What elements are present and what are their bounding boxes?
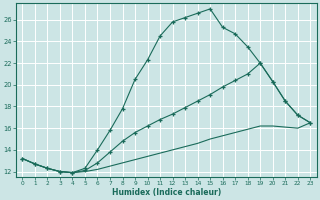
X-axis label: Humidex (Indice chaleur): Humidex (Indice chaleur)	[112, 188, 221, 197]
